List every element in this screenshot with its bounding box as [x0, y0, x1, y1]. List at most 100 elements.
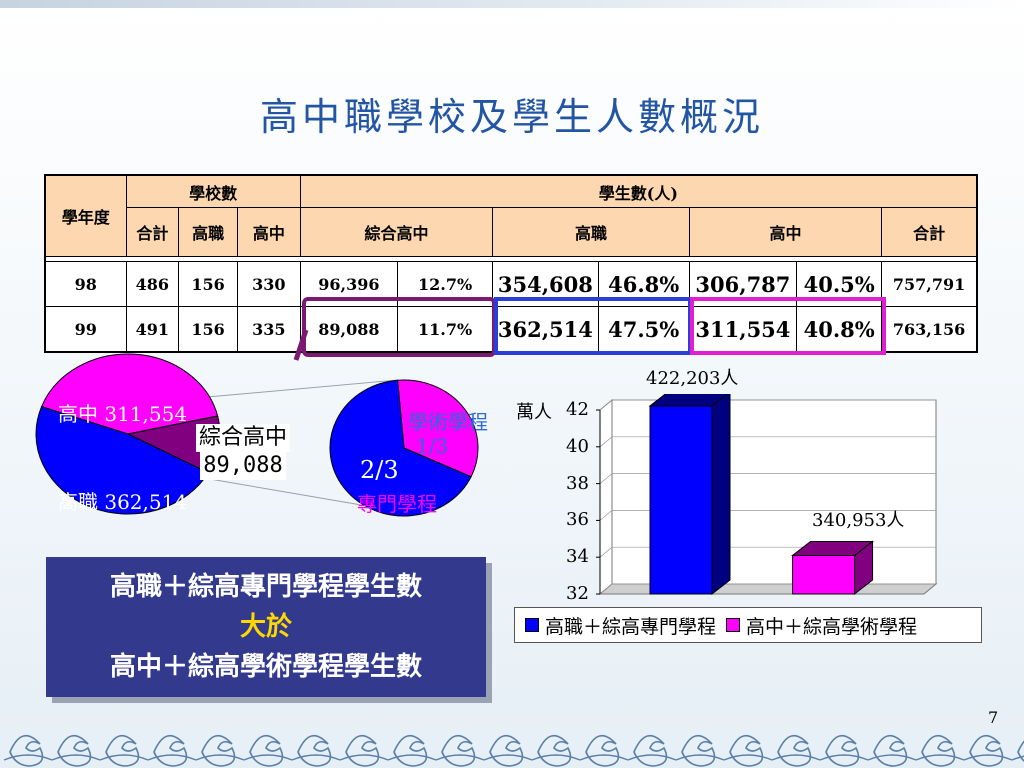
wave-line — [291, 754, 341, 761]
wave-curl — [681, 734, 716, 767]
wave-curl — [105, 734, 140, 767]
wave-curl — [489, 734, 524, 767]
pie-label-professional-frac: 2/3 — [360, 456, 399, 484]
cell-voc-num: 362,514 — [492, 306, 599, 353]
wave-line — [339, 754, 389, 761]
grid-line — [599, 399, 936, 411]
cell-total: 757,791 — [881, 261, 978, 307]
cell-year: 98 — [44, 261, 127, 307]
year-header: 學年度 — [44, 174, 127, 257]
cell-school-high: 330 — [236, 261, 301, 307]
cell-total: 763,156 — [881, 306, 978, 353]
col-high: 高中 — [688, 207, 883, 257]
pie-label-vocational: 高職 362,514 — [58, 490, 188, 514]
wave-curl — [537, 734, 572, 767]
wave-line — [531, 754, 581, 761]
cell-school-vocational: 156 — [178, 306, 238, 353]
wave-line — [579, 754, 629, 761]
wave-line — [867, 754, 917, 761]
cell-school-vocational: 156 — [178, 261, 238, 307]
wave-line — [723, 754, 773, 761]
y-tick-label: 42 — [566, 399, 589, 420]
wave-line — [195, 754, 245, 761]
bar-data-label-1: 340,953人 — [812, 510, 905, 531]
bar-data-label-0: 422,203人 — [646, 368, 739, 389]
wave-line — [387, 754, 437, 761]
pie-label-academic-frac: 1/3 — [416, 434, 449, 458]
wave-curl — [9, 734, 44, 767]
wave-curl — [441, 734, 476, 767]
wave-decoration — [3, 734, 1024, 767]
wave-curl — [729, 734, 764, 767]
col-school-total: 合計 — [125, 207, 180, 257]
cell-high-pct: 40.8% — [796, 306, 883, 353]
conclusion-box: 高職＋綜高專門學程學生數 大於 高中＋綜高學術學程學生數 — [46, 557, 486, 697]
conclusion-line-1: 高職＋綜高專門學程學生數 — [109, 572, 422, 602]
main-pie-slice-0 — [40, 353, 219, 435]
page-number: 7 — [988, 708, 999, 727]
y-tick-label: 36 — [566, 509, 589, 531]
wave-curl — [345, 734, 380, 767]
pie-label-professional: 專門學程 — [357, 492, 437, 516]
pie-label-comprehensive-name: 綜合高中 — [196, 424, 291, 452]
wave-line — [819, 754, 869, 761]
wave-curl — [825, 734, 860, 767]
col-school-vocational: 高職 — [178, 207, 238, 257]
grid-line — [599, 510, 936, 521]
cell-comp-pct: 11.7% — [396, 306, 494, 353]
callout-pointer — [293, 329, 309, 361]
y-tick-label: 38 — [566, 472, 589, 494]
wave-curl — [297, 734, 332, 767]
wave-line — [915, 754, 965, 761]
page-title: 高中職學校及學生人數概況 — [259, 95, 764, 139]
bar-front-0 — [649, 405, 713, 595]
wave-curl — [153, 734, 188, 767]
col-comprehensive: 綜合高中 — [299, 207, 494, 257]
wave-line — [99, 754, 149, 761]
cell-comp-num: 89,088 — [299, 306, 399, 353]
legend-swatch-high — [726, 618, 741, 632]
cell-high-pct: 40.5% — [796, 261, 883, 307]
cell-school-total: 486 — [125, 261, 180, 307]
bar-side-0 — [711, 394, 731, 596]
col-school-high: 高中 — [236, 207, 301, 257]
wave-curl — [633, 734, 668, 767]
wave-curl — [585, 734, 620, 767]
col-vocational: 高職 — [492, 207, 690, 257]
wave-line — [627, 754, 677, 761]
bar-front-1 — [792, 554, 856, 595]
chart-legend: 高職＋綜高專門學程 高中＋綜高學術學程 — [514, 607, 982, 643]
pie-label-high: 高中 311,554 — [58, 402, 188, 426]
wave-curl — [777, 734, 812, 767]
wave-line — [1011, 755, 1024, 761]
top-rule — [0, 0, 1024, 8]
pie-connector-top — [195, 379, 399, 399]
col-student-total: 合計 — [881, 207, 978, 257]
students-header: 學生數(人) — [299, 174, 978, 208]
legend-label-high: 高中＋綜高學術學程 — [746, 615, 918, 638]
wave-line — [3, 754, 53, 761]
y-tick-label: 40 — [566, 435, 589, 457]
wave-curl — [1017, 740, 1024, 762]
pie-label-comprehensive-value: 89,088 — [200, 452, 286, 480]
wave-curl — [57, 734, 92, 767]
wave-curl — [969, 734, 1004, 767]
bar-top-1 — [791, 540, 875, 556]
wave-curl — [249, 734, 284, 767]
bar-chart-body — [596, 394, 938, 596]
bar-chart — [596, 394, 938, 596]
y-tick-label: 32 — [566, 583, 589, 604]
main-pie-slice-2 — [35, 406, 210, 515]
wave-line — [483, 754, 533, 761]
wave-line — [963, 754, 1013, 761]
legend-swatch-vocational — [525, 618, 539, 632]
wave-curl — [201, 734, 236, 767]
wave-line — [675, 754, 725, 761]
grid-line — [599, 473, 936, 484]
chart-ylabel: 萬人 — [516, 402, 552, 423]
legend-label-vocational: 高職＋綜高專門學程 — [545, 615, 717, 638]
wave-curl — [393, 734, 428, 767]
wave-curl — [873, 734, 908, 767]
wave-line — [771, 754, 821, 761]
